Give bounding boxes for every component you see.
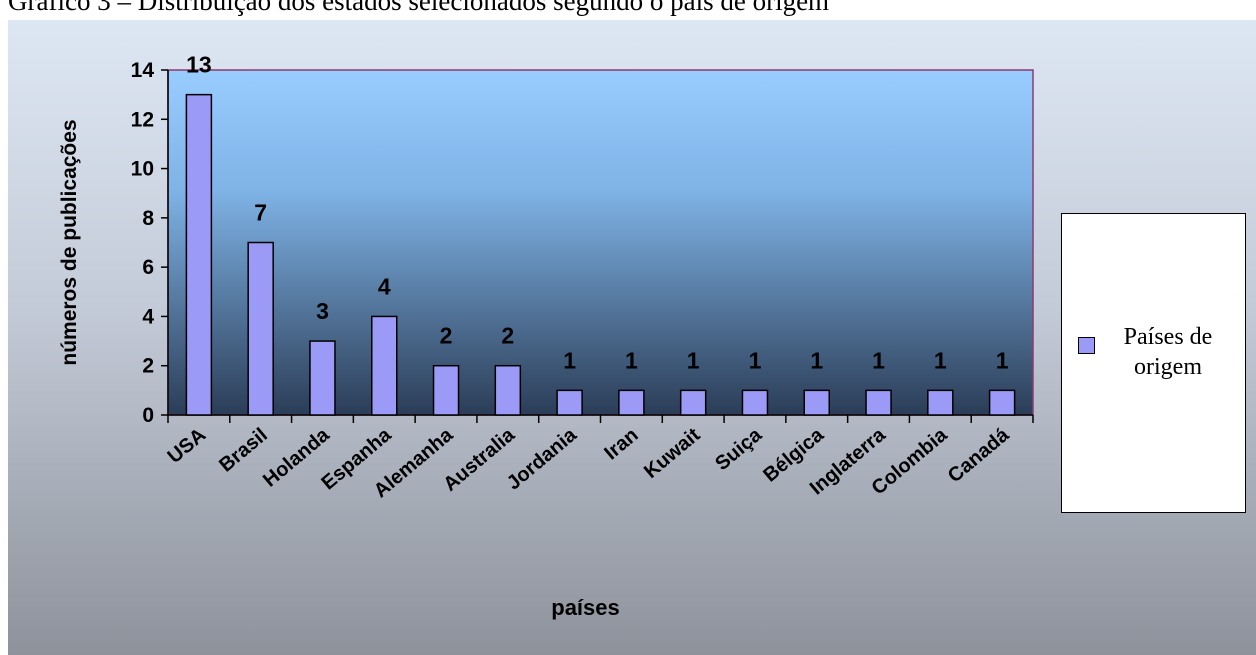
x-tick-label: Brasil <box>215 424 272 477</box>
chart-area: 0 2 4 6 8 10 12 14 13 USA 7 Brasil 3 Holanda 4 Espanha 2… <box>8 20 1256 655</box>
bar <box>371 315 398 416</box>
legend-label: Países de origem <box>1123 324 1213 380</box>
bar <box>803 389 830 416</box>
x-tick-label: Canadá <box>944 423 1014 487</box>
y-tick-label: 8 <box>142 207 154 230</box>
data-label: 1 <box>872 347 885 373</box>
bar <box>556 389 583 416</box>
bar <box>185 93 213 416</box>
data-label: 3 <box>316 298 329 324</box>
data-label: 2 <box>501 323 514 349</box>
plot-area <box>167 69 1034 416</box>
data-label: 13 <box>186 52 212 78</box>
legend: Países de origem <box>1061 213 1246 513</box>
data-label: 1 <box>996 347 1009 373</box>
data-label: 1 <box>810 347 823 373</box>
y-tick-label: 2 <box>142 355 154 378</box>
y-tick-label: 14 <box>131 59 155 82</box>
bar <box>927 389 954 416</box>
data-label: 7 <box>254 200 267 226</box>
data-label: 2 <box>440 323 453 349</box>
bar <box>494 364 522 416</box>
data-label: 4 <box>378 273 391 299</box>
x-tick-label: Suiça <box>711 423 767 475</box>
x-axis-label: países <box>551 595 620 620</box>
data-label: 1 <box>563 347 576 373</box>
y-tick-label: 4 <box>142 305 154 328</box>
bar <box>741 389 769 416</box>
data-label: 1 <box>749 347 762 373</box>
data-label: 1 <box>934 347 947 373</box>
chart-caption: Gráfico 3 – Distribuição dos estados sel… <box>8 0 830 16</box>
y-tick-label: 10 <box>131 158 154 181</box>
x-tick-label: Jordania <box>503 423 582 494</box>
bar <box>432 364 460 416</box>
y-tick-label: 6 <box>142 256 154 279</box>
bar <box>679 389 707 416</box>
y-axis-label: números de publicações <box>58 119 81 365</box>
data-label: 1 <box>625 347 638 373</box>
y-tick-label: 12 <box>131 108 154 131</box>
x-tick-label: Iran <box>600 424 642 464</box>
bar <box>988 389 1016 416</box>
legend-swatch <box>1078 337 1095 354</box>
bar <box>309 340 336 416</box>
y-tick-label: 0 <box>142 404 154 427</box>
bar <box>247 241 274 416</box>
bar <box>618 389 645 416</box>
data-label: 1 <box>687 347 700 373</box>
x-tick-label: Kuwait <box>640 424 705 483</box>
x-tick-label: USA <box>164 424 210 468</box>
bar <box>865 389 892 416</box>
